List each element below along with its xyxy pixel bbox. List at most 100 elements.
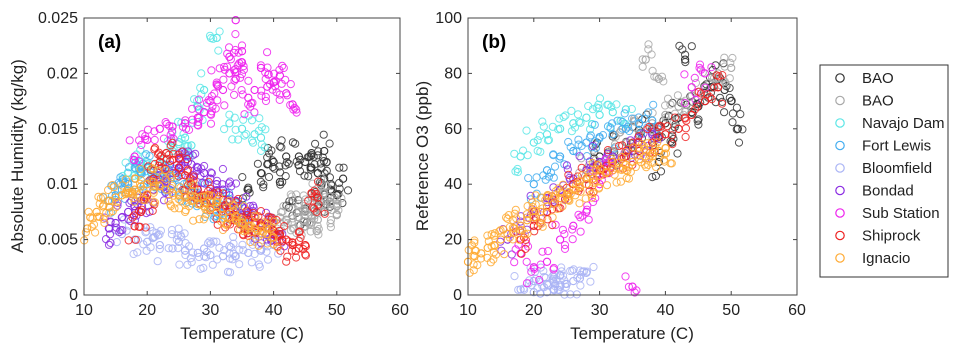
data-point [183, 167, 192, 176]
data-point [253, 159, 262, 168]
data-point [536, 147, 545, 156]
data-point [150, 127, 159, 136]
data-point [575, 168, 584, 177]
data-point [732, 103, 742, 112]
data-point [188, 115, 197, 124]
data-point [637, 140, 647, 149]
data-point [193, 248, 202, 258]
data-point [650, 146, 659, 155]
data-point [522, 257, 531, 266]
data-point [223, 49, 232, 58]
data-point [522, 126, 531, 135]
data-point [118, 175, 127, 184]
data-point [676, 98, 686, 107]
data-point [582, 267, 592, 276]
data-point [589, 189, 598, 198]
data-point [255, 262, 264, 271]
data-point [259, 180, 268, 189]
data-point [207, 107, 216, 116]
data-point [555, 271, 565, 280]
data-point [193, 120, 202, 130]
data-point [549, 199, 558, 208]
data-point [692, 99, 701, 108]
data-point [164, 150, 173, 159]
data-point [590, 120, 599, 129]
data-point [257, 140, 266, 149]
data-point [644, 160, 653, 169]
legend-marker [835, 73, 845, 83]
panel-a-axes-box [83, 17, 401, 296]
data-point [112, 238, 121, 247]
data-point [661, 144, 670, 153]
legend-marker [835, 185, 845, 196]
data-point [141, 135, 150, 144]
data-point [113, 201, 122, 210]
data-point [203, 206, 212, 215]
data-point [574, 210, 583, 219]
data-point [225, 110, 234, 119]
data-point [633, 133, 643, 142]
data-point [589, 177, 599, 186]
data-point [570, 123, 580, 132]
data-point [538, 222, 547, 231]
data-point [299, 245, 308, 254]
data-point [517, 249, 526, 258]
data-point [174, 140, 183, 149]
series-ignacio [80, 164, 282, 252]
data-point [263, 239, 272, 248]
data-point [155, 124, 164, 133]
y-tick-label: 80 [444, 65, 462, 82]
data-point [562, 161, 572, 170]
data-point [522, 279, 532, 288]
data-point [712, 71, 721, 80]
series-ignacio [463, 138, 676, 277]
data-point [542, 192, 552, 201]
data-point [207, 92, 216, 101]
data-point [81, 228, 91, 237]
data-point [690, 73, 699, 83]
data-point [550, 269, 559, 278]
data-point [189, 176, 198, 185]
x-tick-label: 50 [328, 302, 346, 319]
data-point [239, 62, 248, 71]
data-point [465, 268, 474, 277]
data-point [691, 78, 701, 88]
data-point [325, 139, 334, 148]
data-point [653, 138, 662, 147]
data-point [590, 137, 600, 146]
data-point [231, 68, 240, 77]
data-point [200, 252, 209, 261]
panel-b-xlabel: Temperature (C) [570, 324, 694, 343]
data-point [111, 218, 120, 228]
y-tick-label: 0.02 [47, 65, 78, 82]
data-point [720, 108, 729, 117]
data-point [134, 156, 143, 166]
data-point [238, 173, 247, 182]
data-point [180, 229, 189, 238]
data-point [681, 50, 690, 59]
data-point [652, 72, 661, 82]
data-point [496, 235, 506, 244]
panel-b-axes-box [467, 17, 798, 296]
data-point [625, 126, 634, 136]
data-point [251, 212, 260, 222]
data-point [617, 152, 626, 162]
data-point [239, 65, 248, 74]
data-point [275, 142, 284, 151]
data-point [660, 150, 669, 159]
panel-b-ozone: 10 20 30 40 50 60 0 20 40 60 80 100 (b) Temperatur… [413, 10, 806, 343]
data-point [521, 235, 530, 244]
data-point [666, 100, 675, 109]
data-point [320, 146, 329, 156]
data-point [668, 98, 677, 108]
data-point [228, 135, 237, 144]
data-point [690, 105, 700, 114]
data-point [289, 105, 298, 114]
data-point [231, 179, 241, 188]
data-point [561, 282, 571, 291]
data-point [259, 183, 268, 192]
data-point [560, 230, 569, 239]
data-point [128, 213, 137, 222]
data-point [220, 246, 229, 255]
data-point [277, 79, 286, 88]
